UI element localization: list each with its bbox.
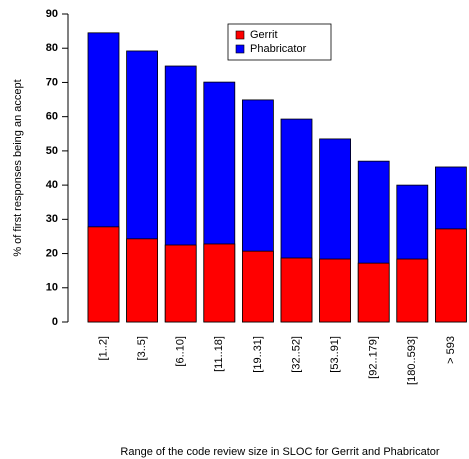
x-tick-label: [1..2]	[97, 336, 109, 360]
y-tick-label: 90	[46, 8, 58, 20]
x-tick-label: [6..10]	[175, 336, 187, 367]
y-tick-label: 20	[46, 247, 58, 259]
y-tick-label: 60	[46, 111, 58, 123]
bar	[164, 244, 197, 323]
x-tick-label: [53..91]	[329, 336, 341, 373]
legend-box	[227, 23, 332, 61]
y-tick-label: 70	[46, 76, 58, 88]
legend-label: Gerrit	[250, 29, 278, 41]
x-tick-label: [11..18]	[213, 336, 225, 372]
legend-label: Phabricator	[250, 43, 307, 55]
bar	[434, 228, 467, 323]
bar	[280, 257, 313, 323]
bar	[357, 262, 390, 323]
y-axis-label: % of first responses being an accept	[12, 79, 24, 256]
y-tick-label: 80	[46, 42, 58, 54]
x-tick-label: [19..31]	[252, 336, 264, 373]
x-tick-label: [32..52]	[290, 336, 302, 373]
x-tick-label: [3..5]	[136, 336, 148, 360]
y-tick-label: 40	[46, 179, 58, 191]
bar	[203, 243, 236, 323]
y-tick-label: 0	[52, 316, 58, 328]
bar	[241, 250, 274, 323]
x-axis-label: Range of the code review size in SLOC fo…	[120, 446, 439, 458]
legend-swatch	[235, 30, 245, 40]
bar	[87, 226, 120, 323]
bar	[396, 258, 429, 323]
y-tick-label: 30	[46, 213, 58, 225]
bar	[126, 238, 158, 323]
x-tick-label: [180..593]	[406, 336, 418, 385]
y-tick-label: 50	[46, 145, 58, 157]
y-tick-label: 10	[46, 282, 58, 294]
x-tick-label: [92..179]	[368, 336, 380, 379]
x-tick-label: > 593	[445, 336, 457, 364]
legend-swatch	[235, 44, 245, 54]
bar	[319, 258, 352, 323]
